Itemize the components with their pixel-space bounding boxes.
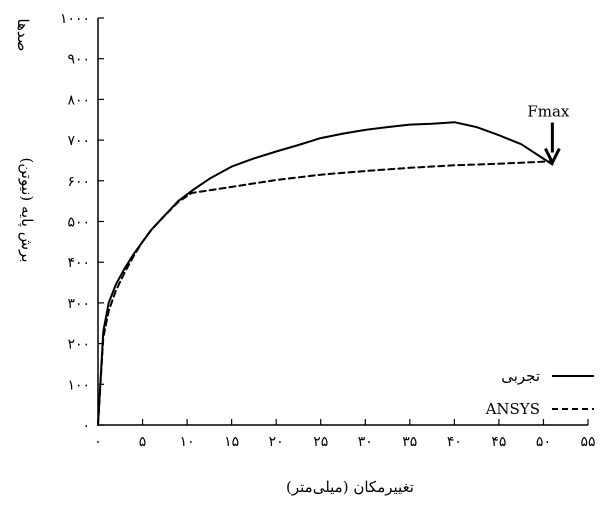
y-tick-label: ۰ [82, 418, 90, 434]
x-tick-label: ۱۵ [224, 434, 239, 450]
x-tick-label: ۲۵ [313, 434, 328, 450]
y-tick-label: ۱۰۰۰ [60, 11, 90, 27]
x-tick-label: ۵۵ [580, 434, 595, 450]
series-line-experimental [97, 121, 554, 426]
y-tick-label: ۶۰۰ [67, 174, 90, 190]
y-tick-label: ۹۰۰ [67, 52, 90, 68]
x-tick-label: ۴۰ [447, 434, 462, 450]
y-tick-label: ۷۰۰ [67, 133, 90, 149]
legend-label-experimental: تجربی [501, 367, 540, 385]
fmax-arrow-icon [544, 147, 561, 166]
x-tick-label: ۲۰ [269, 434, 284, 450]
x-tick-label: ۵۰ [536, 434, 551, 450]
x-tick-label: ۱۰ [180, 434, 195, 450]
x-tick-label: ۵ [139, 434, 147, 450]
x-tick-label: ۳۰ [358, 434, 373, 450]
x-tick-label: ۴۵ [491, 434, 506, 450]
y-axis-title: برش پایه (نیوتن) [18, 157, 36, 262]
y-tick-label: ۲۰۰ [67, 337, 90, 353]
y-tick-label: ۳۰۰ [67, 296, 90, 312]
fmax-label: Fmax [527, 103, 570, 121]
x-tick-label: ۳۵ [402, 434, 417, 450]
y-tick-label: ۵۰۰ [67, 215, 90, 231]
y-tick-label: ۱۰۰ [67, 377, 90, 393]
series-line-ansys [97, 160, 554, 426]
y-tick-label: ۴۰۰ [67, 255, 90, 271]
x-tick-label: ۰ [94, 434, 102, 450]
y-axis-unit-note: صدها [14, 18, 32, 51]
y-tick-label: ۸۰۰ [67, 92, 90, 108]
x-axis-title: تغییرمکان (میلی‌متر) [286, 478, 414, 496]
legend-label-ansys: ANSYS [485, 400, 540, 418]
